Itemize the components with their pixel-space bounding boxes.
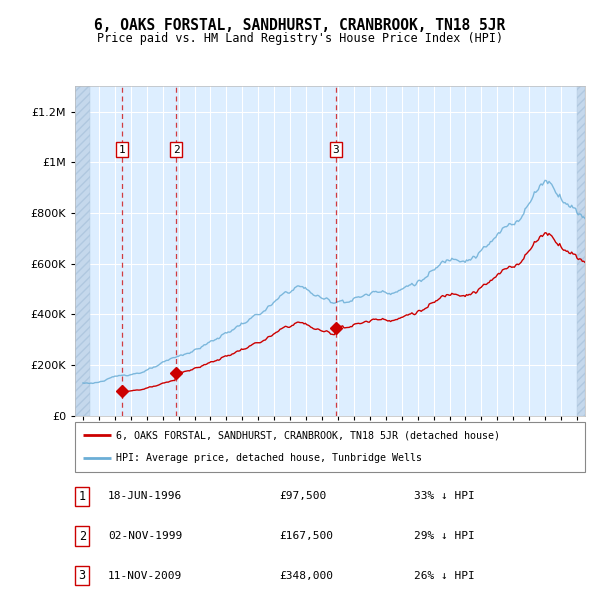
Text: 1: 1 xyxy=(119,145,125,155)
Text: 3: 3 xyxy=(332,145,339,155)
Text: 2: 2 xyxy=(79,529,86,543)
Text: 3: 3 xyxy=(79,569,86,582)
Text: Price paid vs. HM Land Registry's House Price Index (HPI): Price paid vs. HM Land Registry's House … xyxy=(97,32,503,45)
Bar xyxy=(75,86,89,416)
Bar xyxy=(577,86,585,416)
Text: 1: 1 xyxy=(79,490,86,503)
Text: 2: 2 xyxy=(173,145,179,155)
Text: 11-NOV-2009: 11-NOV-2009 xyxy=(108,571,182,581)
Text: 02-NOV-1999: 02-NOV-1999 xyxy=(108,531,182,541)
Text: £348,000: £348,000 xyxy=(279,571,333,581)
Text: 26% ↓ HPI: 26% ↓ HPI xyxy=(414,571,475,581)
Text: 6, OAKS FORSTAL, SANDHURST, CRANBROOK, TN18 5JR: 6, OAKS FORSTAL, SANDHURST, CRANBROOK, T… xyxy=(94,18,506,32)
Text: 33% ↓ HPI: 33% ↓ HPI xyxy=(414,491,475,502)
Text: 18-JUN-1996: 18-JUN-1996 xyxy=(108,491,182,502)
Text: 6, OAKS FORSTAL, SANDHURST, CRANBROOK, TN18 5JR (detached house): 6, OAKS FORSTAL, SANDHURST, CRANBROOK, T… xyxy=(116,430,500,440)
Text: £97,500: £97,500 xyxy=(279,491,326,502)
Text: HPI: Average price, detached house, Tunbridge Wells: HPI: Average price, detached house, Tunb… xyxy=(116,454,422,464)
Text: 29% ↓ HPI: 29% ↓ HPI xyxy=(414,531,475,541)
Text: £167,500: £167,500 xyxy=(279,531,333,541)
